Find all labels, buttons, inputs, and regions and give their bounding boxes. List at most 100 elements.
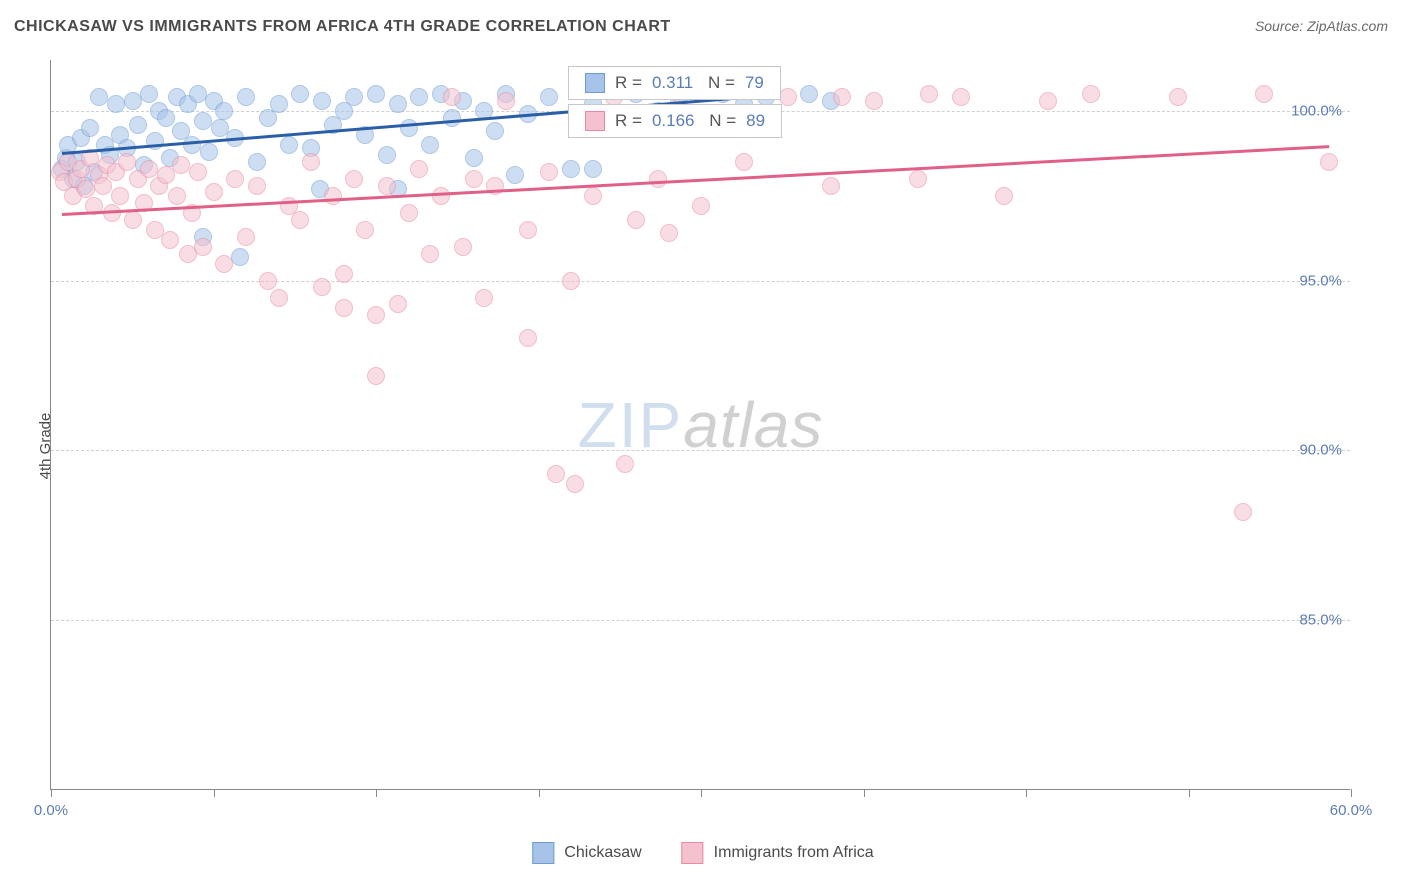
- scatter-point-series-1: [909, 170, 927, 188]
- scatter-point-series-0: [378, 146, 396, 164]
- grid-line: [51, 620, 1350, 621]
- scatter-point-series-1: [111, 187, 129, 205]
- scatter-point-series-0: [129, 116, 147, 134]
- scatter-point-series-0: [313, 92, 331, 110]
- scatter-point-series-0: [421, 136, 439, 154]
- scatter-point-series-1: [822, 177, 840, 195]
- scatter-point-series-0: [194, 112, 212, 130]
- scatter-point-series-0: [506, 166, 524, 184]
- scatter-point-series-1: [616, 455, 634, 473]
- scatter-point-series-0: [280, 136, 298, 154]
- scatter-point-series-0: [81, 119, 99, 137]
- scatter-point-series-1: [660, 224, 678, 242]
- scatter-point-series-1: [519, 221, 537, 239]
- scatter-point-series-1: [194, 238, 212, 256]
- scatter-point-series-1: [356, 221, 374, 239]
- scatter-point-series-1: [547, 465, 565, 483]
- legend-item: Immigrants from Africa: [682, 842, 874, 864]
- legend-item: Chickasaw: [532, 842, 641, 864]
- scatter-point-series-1: [432, 187, 450, 205]
- scatter-point-series-1: [367, 306, 385, 324]
- scatter-point-series-0: [291, 85, 309, 103]
- scatter-point-series-1: [735, 153, 753, 171]
- scatter-point-series-1: [562, 272, 580, 290]
- scatter-point-series-0: [140, 85, 158, 103]
- stat-swatch: [585, 73, 605, 93]
- stat-r-value: 0.311: [652, 73, 693, 93]
- scatter-point-series-1: [1234, 503, 1252, 521]
- y-tick-label: 100.0%: [1291, 102, 1342, 119]
- scatter-point-series-1: [833, 88, 851, 106]
- scatter-point-series-1: [389, 295, 407, 313]
- scatter-point-series-1: [124, 211, 142, 229]
- scatter-point-series-1: [172, 156, 190, 174]
- legend-label: Immigrants from Africa: [714, 844, 874, 862]
- scatter-point-series-1: [952, 88, 970, 106]
- scatter-point-series-1: [1082, 85, 1100, 103]
- scatter-point-series-0: [584, 160, 602, 178]
- y-tick-label: 95.0%: [1299, 272, 1342, 289]
- legend-swatch: [682, 842, 704, 864]
- x-tick-label: 0.0%: [34, 802, 68, 819]
- y-tick-label: 90.0%: [1299, 442, 1342, 459]
- scatter-point-series-0: [367, 85, 385, 103]
- scatter-point-series-0: [200, 143, 218, 161]
- scatter-point-series-1: [335, 265, 353, 283]
- x-tick: [864, 789, 865, 797]
- scatter-point-series-1: [237, 228, 255, 246]
- scatter-point-series-1: [259, 272, 277, 290]
- x-tick: [701, 789, 702, 797]
- x-tick: [539, 789, 540, 797]
- scatter-point-series-1: [920, 85, 938, 103]
- x-tick: [214, 789, 215, 797]
- scatter-point-series-1: [1320, 153, 1338, 171]
- scatter-point-series-1: [313, 278, 331, 296]
- scatter-point-series-1: [77, 180, 95, 198]
- scatter-point-series-1: [324, 187, 342, 205]
- scatter-plot-area: ZIPatlas 85.0%90.0%95.0%100.0%0.0%60.0%: [50, 60, 1350, 790]
- scatter-point-series-0: [157, 109, 175, 127]
- scatter-point-series-0: [345, 88, 363, 106]
- scatter-point-series-0: [540, 88, 558, 106]
- grid-line: [51, 281, 1350, 282]
- scatter-point-series-1: [465, 170, 483, 188]
- x-tick: [51, 789, 52, 797]
- scatter-point-series-1: [421, 245, 439, 263]
- scatter-point-series-1: [584, 187, 602, 205]
- scatter-point-series-1: [566, 475, 584, 493]
- scatter-point-series-1: [519, 329, 537, 347]
- legend-swatch: [532, 842, 554, 864]
- scatter-point-series-1: [454, 238, 472, 256]
- scatter-point-series-1: [475, 289, 493, 307]
- scatter-point-series-1: [248, 177, 266, 195]
- scatter-point-series-1: [302, 153, 320, 171]
- scatter-point-series-0: [107, 95, 125, 113]
- scatter-point-series-1: [168, 187, 186, 205]
- legend-label: Chickasaw: [564, 844, 641, 862]
- scatter-point-series-1: [335, 299, 353, 317]
- scatter-point-series-0: [443, 109, 461, 127]
- scatter-point-series-0: [270, 95, 288, 113]
- correlation-stat-box: R =0.166 N =89: [568, 104, 782, 138]
- scatter-point-series-1: [443, 88, 461, 106]
- x-tick: [1189, 789, 1190, 797]
- stat-n-label: N =: [704, 111, 736, 131]
- scatter-point-series-1: [1169, 88, 1187, 106]
- scatter-point-series-1: [1039, 92, 1057, 110]
- scatter-point-series-1: [692, 197, 710, 215]
- scatter-point-series-1: [189, 163, 207, 181]
- chart-title: CHICKASAW VS IMMIGRANTS FROM AFRICA 4TH …: [14, 18, 671, 36]
- scatter-point-series-1: [378, 177, 396, 195]
- scatter-point-series-0: [90, 88, 108, 106]
- stat-r-value: 0.166: [652, 111, 695, 131]
- stat-r-label: R =: [615, 111, 642, 131]
- scatter-point-series-0: [562, 160, 580, 178]
- scatter-point-series-0: [400, 119, 418, 137]
- scatter-point-series-1: [410, 160, 428, 178]
- stat-swatch: [585, 111, 605, 131]
- stat-r-label: R =: [615, 73, 642, 93]
- scatter-point-series-0: [486, 122, 504, 140]
- source-attribution: Source: ZipAtlas.com: [1255, 18, 1388, 34]
- scatter-point-series-0: [389, 95, 407, 113]
- scatter-point-series-1: [345, 170, 363, 188]
